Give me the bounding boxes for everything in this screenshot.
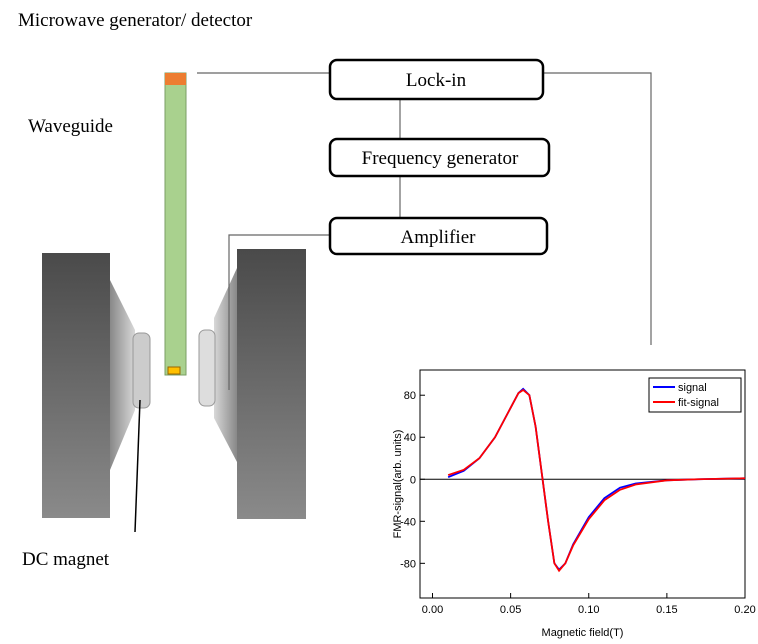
magnet: [42, 249, 306, 533]
y-axis-label: FMR-signal(arb. units): [392, 430, 404, 539]
box: [328, 137, 551, 178]
y-tick-label: 80: [404, 390, 416, 402]
chart: -80 -40 0 40 80 0.00 0.05 0.10 0.15 0.20 Magnetic …: [392, 369, 756, 639]
box-label: Frequency generator: [362, 148, 519, 169]
y-tick-label: -40: [400, 516, 416, 528]
x-tick-label: 0.20: [734, 604, 755, 616]
waveguide-label: Waveguide: [28, 116, 113, 137]
waveguide: [164, 72, 187, 376]
magnet-label: DC magnet: [22, 549, 110, 570]
x-tick-label: 0.00: [422, 604, 443, 616]
y-tick-label: -80: [400, 558, 416, 570]
series-line: [447, 388, 746, 573]
box-label: Lock-in: [406, 70, 467, 91]
x-tick-label: 0.05: [500, 604, 521, 616]
legend-box: [648, 377, 742, 413]
plot-frame: [419, 369, 746, 599]
x-axis-label: Magnetic field(T): [542, 627, 624, 639]
box: [328, 216, 549, 256]
box-label: Amplifier: [401, 227, 477, 248]
legend-label: fit-signal: [678, 397, 719, 409]
wires: [197, 72, 652, 390]
x-tick-label: 0.15: [656, 604, 677, 616]
legend-label: signal: [678, 382, 707, 394]
title: Microwave generator/ detector: [18, 10, 253, 31]
x-tick-label: 0.10: [578, 604, 599, 616]
box: [328, 58, 545, 101]
y-tick-label: 40: [404, 432, 416, 444]
y-tick-label: 0: [410, 474, 416, 486]
